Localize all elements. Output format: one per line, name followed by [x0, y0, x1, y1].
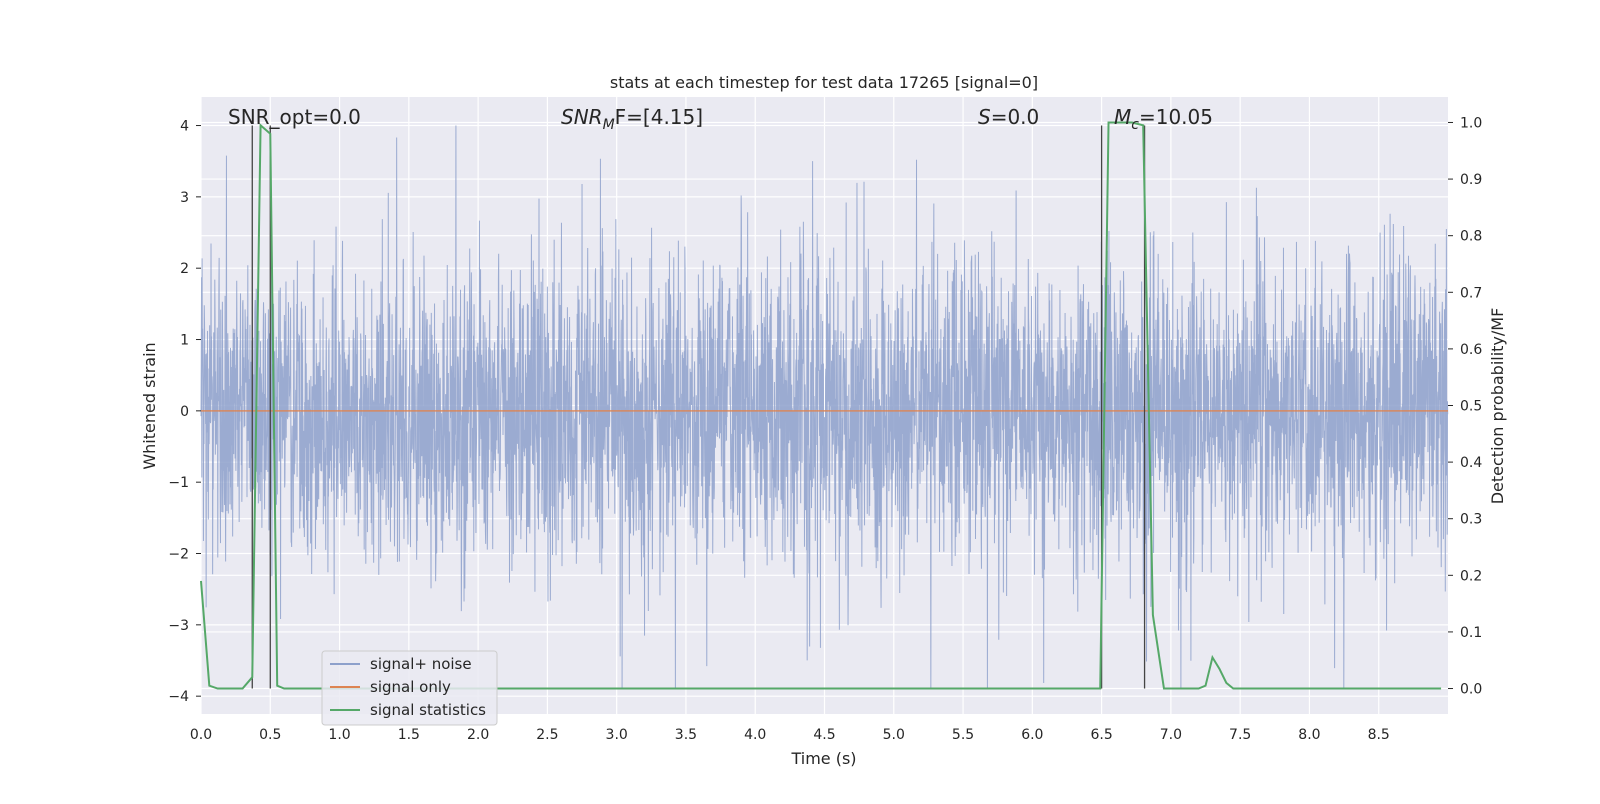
y-left-tick-label: −4: [168, 689, 189, 705]
y-left-tick-label: −3: [168, 618, 189, 634]
y-right-tick-label: 1.0: [1460, 115, 1482, 131]
y-right-tick-label: 0.8: [1460, 229, 1482, 245]
annotation-snr-mf-rest: F=[4.15]: [615, 105, 703, 129]
x-tick-label: 7.5: [1229, 727, 1251, 743]
y-right-tick-label: 0.9: [1460, 172, 1482, 188]
annotation-snr-opt: SNR_opt=0.0: [228, 105, 361, 129]
y-axis-left-label: Whitened strain: [140, 342, 159, 469]
x-tick-label: 1.0: [328, 727, 350, 743]
annotation-snr-mf-subscript: M: [603, 117, 615, 133]
strain-layer: [200, 125, 1449, 690]
y-left-tick-label: 0: [180, 404, 189, 420]
annotation-snr-mf-italic: SNR: [561, 105, 603, 129]
y-right-tick-label: 0.3: [1460, 512, 1482, 528]
y-right-tick-label: 0.5: [1460, 399, 1482, 415]
y-left-tick-label: −2: [168, 547, 189, 563]
y-left-tick-label: 3: [180, 190, 189, 206]
annotation-mc: Mc=10.05: [1114, 105, 1213, 133]
annotation-mc-subscript: c: [1131, 117, 1139, 133]
annotation-s-rest: =0.0: [991, 105, 1040, 129]
x-tick-label: 3.5: [675, 727, 697, 743]
x-tick-label: 1.5: [398, 727, 420, 743]
y-right-tick-label: 0.6: [1460, 342, 1482, 358]
legend-label-signal-only: signal only: [370, 678, 451, 696]
x-tick-label: 7.0: [1160, 727, 1182, 743]
x-tick-label: 0.0: [190, 727, 212, 743]
x-tick-label: 4.5: [813, 727, 835, 743]
annotation-snr-opt-text: SNR_opt=0.0: [228, 105, 361, 129]
legend-label-signal-statistics: signal statistics: [370, 701, 486, 719]
annotation-snr-mf: SNRMF=[4.15]: [561, 105, 703, 133]
x-tick-label: 6.0: [1021, 727, 1043, 743]
y-left-tick-label: 2: [180, 261, 189, 277]
signal-noise-line: [200, 125, 1449, 690]
tick-layer: 0.0 0.5 1.0 1.5 2.0 2.5 3.0 3.5 4.0 4.5 5.0 5.5 6.0 6…: [168, 115, 1482, 743]
y-right-tick-label: 0.7: [1460, 285, 1482, 301]
x-tick-label: 8.5: [1368, 727, 1390, 743]
y-right-tick-label: 0.1: [1460, 625, 1482, 641]
annotation-mc-italic: M: [1114, 105, 1131, 129]
x-tick-label: 3.0: [606, 727, 628, 743]
x-axis-label: Time (s): [790, 749, 856, 768]
x-tick-label: 2.5: [536, 727, 558, 743]
y-left-tick-label: −1: [168, 475, 189, 491]
y-left-tick-label: 1: [180, 333, 189, 349]
x-tick-label: 4.0: [744, 727, 766, 743]
x-tick-label: 0.5: [259, 727, 281, 743]
y-right-tick-label: 0.0: [1460, 682, 1482, 698]
legend-box: [321, 650, 498, 726]
x-tick-label: 8.0: [1298, 727, 1320, 743]
x-tick-label: 6.5: [1090, 727, 1112, 743]
chart-title: stats at each timestep for test data 172…: [610, 73, 1038, 92]
annotation-s: S=0.0: [978, 105, 1039, 129]
legend-label-signal-noise: signal+ noise: [370, 655, 472, 673]
x-tick-label: 2.0: [467, 727, 489, 743]
y-left-tick-label: 4: [180, 119, 189, 135]
annotation-mc-rest: =10.05: [1139, 105, 1213, 129]
legend: signal+ noise signal only signal statist…: [321, 650, 498, 726]
x-tick-label: 5.5: [952, 727, 974, 743]
y-right-tick-label: 0.4: [1460, 455, 1482, 471]
y-axis-right-label: Detection probability/MF: [1488, 308, 1507, 505]
signal-statistics-line: [200, 121, 1442, 690]
signal-statistics-layer: [200, 121, 1442, 690]
annotation-s-italic: S: [978, 105, 991, 129]
y-right-tick-label: 0.2: [1460, 568, 1482, 584]
x-tick-label: 5.0: [883, 727, 905, 743]
